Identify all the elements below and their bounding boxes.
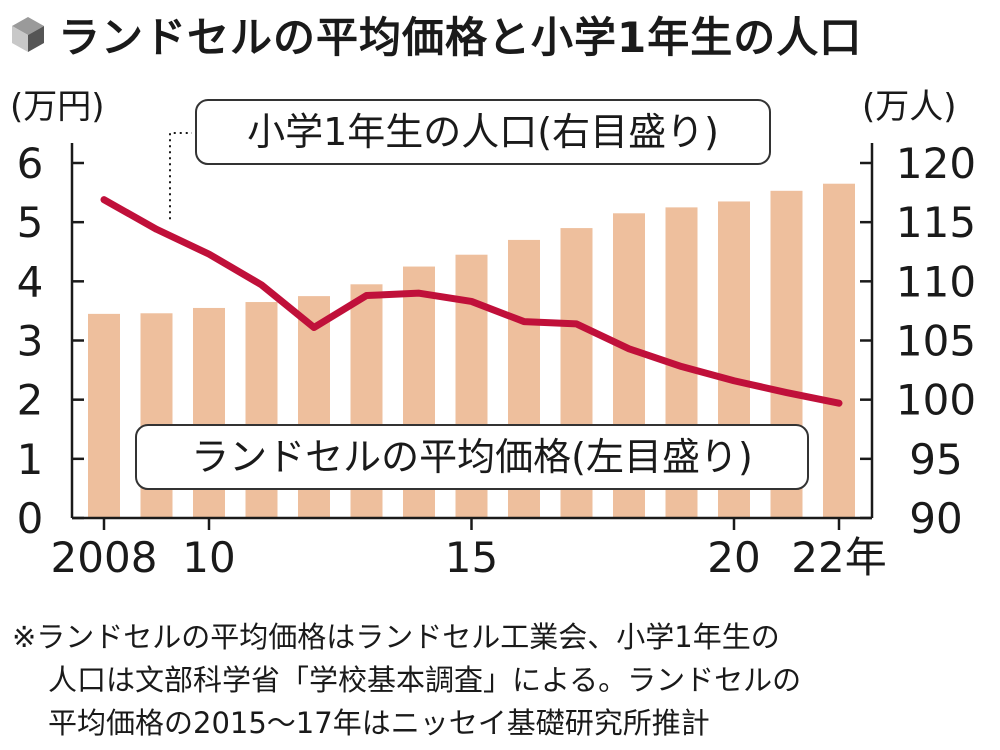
left-tick-label: 0 <box>17 494 44 543</box>
right-tick-label: 95 <box>909 435 962 484</box>
x-tick-label: 10 <box>182 533 235 582</box>
left-axis-unit: (万円) <box>10 87 105 127</box>
x-tick-label: 2008 <box>51 533 158 582</box>
note-line-2: 人口は文部科学省「学校基本調査」による。ランドセルの <box>48 663 802 697</box>
right-axis-unit: (万人) <box>862 87 957 127</box>
left-tick-label: 4 <box>17 257 44 306</box>
x-tick-label: 20 <box>707 533 760 582</box>
price-bar <box>88 313 120 518</box>
note-line-1: ※ランドセルの平均価格はランドセル工業会、小学1年生の <box>12 620 780 654</box>
source-note: ※ランドセルの平均価格はランドセル工業会、小学1年生の 人口は文部科学省「学校基… <box>12 616 997 745</box>
chart-title: ランドセルの平均価格と小学1年生の人口 <box>58 12 863 62</box>
price-bar <box>823 183 855 519</box>
line-series-label: 小学1年生の人口(右目盛り) <box>247 110 719 154</box>
title-bar: ランドセルの平均価格と小学1年生の人口 <box>8 6 862 62</box>
chart: 0 1 2 3 4 5 6 (万円) 90 95 100 105 110 115 120 (万人) 2008 10… <box>10 87 976 582</box>
left-tick-label: 6 <box>17 139 44 188</box>
x-tick-label: 22年 <box>791 533 886 582</box>
right-tick-label: 115 <box>896 198 976 247</box>
left-tick-label: 5 <box>17 198 44 247</box>
right-tick-label: 90 <box>909 494 962 543</box>
note-line-3: 平均価格の2015〜17年はニッセイ基礎研究所推計 <box>48 706 710 740</box>
right-tick-label: 110 <box>896 257 976 306</box>
population-line <box>100 196 843 407</box>
right-tick-label: 105 <box>896 317 976 366</box>
left-tick-label: 1 <box>17 435 44 484</box>
right-tick-label: 120 <box>896 139 976 188</box>
bar-series-label: ランドセルの平均価格(左目盛り) <box>191 435 753 479</box>
line-label-leader <box>169 132 192 220</box>
x-tick-label: 15 <box>445 533 498 582</box>
cube-icon <box>12 17 44 52</box>
left-tick-label: 3 <box>17 317 44 366</box>
line-label-box <box>195 99 771 165</box>
bar-label-box <box>135 424 809 490</box>
right-tick-label: 100 <box>896 376 976 425</box>
left-tick-label: 2 <box>17 376 44 425</box>
